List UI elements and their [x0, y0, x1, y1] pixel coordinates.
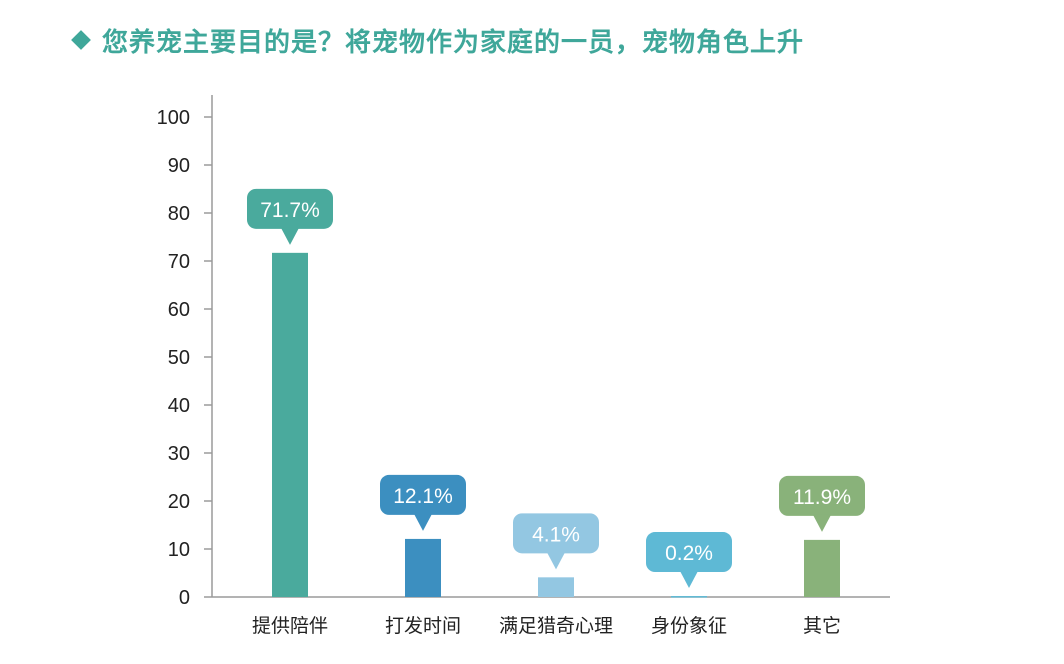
data-label-bubble	[779, 475, 865, 516]
y-axis-ticks: 0 10 20 30 40 50 60 70 80 90 100	[157, 107, 212, 609]
data-label: 0.2%	[665, 542, 713, 565]
data-label: 4.1%	[532, 523, 580, 546]
y-tick-label: 80	[168, 203, 190, 225]
bar	[804, 539, 840, 597]
x-tick-label: 其它	[803, 615, 841, 637]
x-tick-label: 满足猎奇心理	[499, 615, 613, 637]
y-tick-label: 10	[168, 539, 190, 561]
data-label: 12.1%	[393, 485, 453, 508]
y-tick-label: 90	[168, 155, 190, 177]
data-label-pointer	[547, 552, 565, 570]
data-label-callouts: 71.7% 12.1% 4.1% 0.2% 11.9%	[247, 188, 865, 589]
data-label-bubble	[646, 532, 732, 573]
x-tick-label: 打发时间	[385, 615, 461, 637]
y-tick-label: 40	[168, 395, 190, 417]
y-tick-label: 100	[157, 107, 190, 129]
y-tick-label: 60	[168, 299, 190, 321]
data-label-pointer	[414, 513, 432, 531]
bar	[272, 252, 308, 597]
y-tick-label: 20	[168, 491, 190, 513]
data-label-pointer	[680, 571, 698, 589]
y-tick-label: 30	[168, 443, 190, 465]
data-label-pointer	[281, 227, 299, 245]
bars	[272, 252, 840, 598]
y-tick-label: 70	[168, 251, 190, 273]
x-tick-label: 身份象征	[651, 615, 727, 637]
data-label-bubble	[513, 513, 599, 554]
bar	[405, 538, 441, 597]
data-label: 71.7%	[260, 199, 320, 222]
bar	[538, 577, 574, 597]
x-tick-label: 提供陪伴	[252, 615, 328, 637]
chart-title-row: 您养宠主要目的是？将宠物作为家庭的一员，宠物角色上升	[71, 20, 805, 60]
y-tick-label: 0	[179, 587, 190, 609]
bar	[671, 596, 707, 598]
x-axis-labels: 提供陪伴 打发时间 满足猎奇心理 身份象征 其它	[252, 615, 841, 637]
y-tick-label: 50	[168, 347, 190, 369]
chart-title: 您养宠主要目的是？将宠物作为家庭的一员，宠物角色上升	[102, 27, 805, 58]
data-label-bubble	[380, 474, 466, 515]
data-label-bubble	[247, 188, 333, 229]
data-label-pointer	[813, 514, 831, 532]
data-label: 11.9%	[793, 486, 851, 509]
